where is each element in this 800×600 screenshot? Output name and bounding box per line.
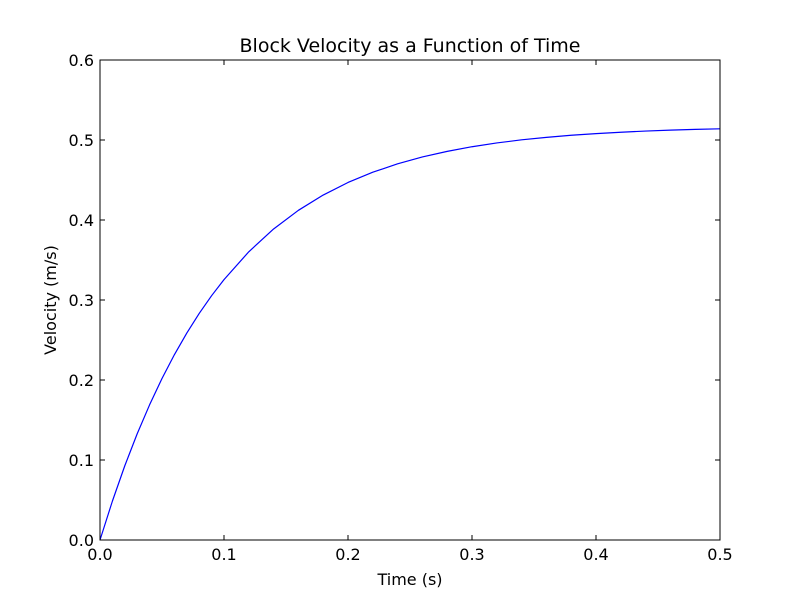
- y-tick-label: 0.5: [69, 131, 94, 150]
- x-axis-label: Time (s): [376, 570, 442, 589]
- y-axis-label: Velocity (m/s): [41, 245, 60, 355]
- x-tick-label: 0.1: [211, 545, 236, 564]
- plot-frame: [99, 59, 721, 541]
- x-tick-label: 0.2: [335, 545, 360, 564]
- x-tick-label: 0.3: [459, 545, 484, 564]
- y-tick-label: 0.3: [69, 291, 94, 310]
- velocity-series-line: [99, 128, 721, 541]
- y-tick-label: 0.2: [69, 371, 94, 390]
- y-tick-label: 0.4: [69, 211, 94, 230]
- y-tick-label: 0.6: [69, 51, 94, 70]
- y-tick-label: 0.1: [69, 451, 94, 470]
- x-tick-label: 0.4: [583, 545, 608, 564]
- series-layer: [99, 128, 721, 541]
- chart-title: Block Velocity as a Function of Time: [240, 35, 581, 57]
- ticks-layer: 0.0 0.1 0.2 0.3 0.4 0.5 0.0 0.1 0.2 0.3 0.4 0.5 0.6: [69, 51, 733, 564]
- x-tick-label: 0.0: [87, 545, 112, 564]
- y-tick-label: 0.0: [69, 531, 94, 550]
- x-tick-label: 0.5: [707, 545, 732, 564]
